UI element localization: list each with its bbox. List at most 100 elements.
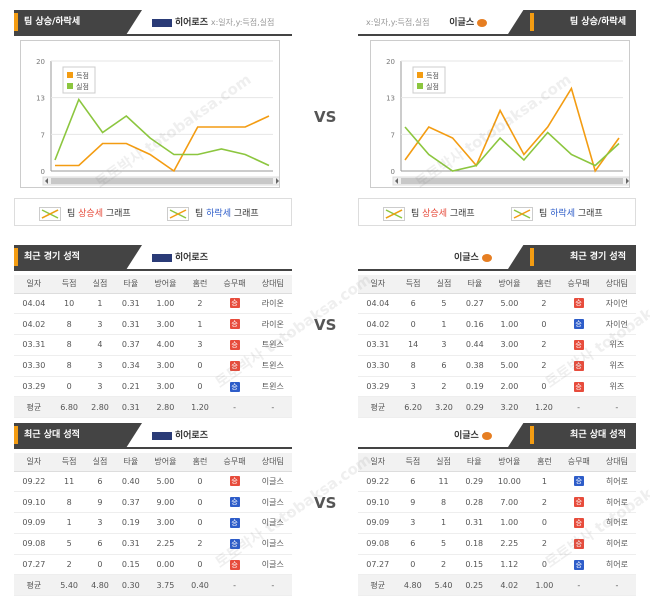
column-header: 홈런 xyxy=(184,453,216,472)
result-cell: 승 xyxy=(559,313,598,336)
table-cell: 04.02 xyxy=(14,313,54,336)
down-graph-icon xyxy=(167,206,189,221)
table-cell: 03.30 xyxy=(358,355,398,377)
team-name: 히어로즈 xyxy=(174,253,208,263)
legend-swatch-decrease xyxy=(67,83,73,89)
table-cell: 트윈스 xyxy=(253,355,292,377)
table-cell: 6 xyxy=(397,471,429,493)
table-cell: 03.31 xyxy=(358,334,398,356)
table-row: 03.30 8 3 0.34 3.00 0 승 트윈스 xyxy=(14,355,292,377)
table-cell: 5.00 xyxy=(490,355,529,377)
table-cell: 09.08 xyxy=(358,533,398,555)
table-cell: 2 xyxy=(528,355,560,377)
table-row: 09.09 1 3 0.19 3.00 0 승 이글스 xyxy=(14,512,292,534)
y-tick-label: 0 xyxy=(391,168,395,176)
result-loss-icon: 승 xyxy=(229,497,240,508)
column-header: 승무패 xyxy=(215,275,254,294)
table-row: 04.02 0 1 0.16 1.00 0 승 자이언 xyxy=(358,313,636,336)
legend-label-increase: 득점 xyxy=(76,72,89,80)
table-cell: 1 xyxy=(428,512,459,534)
avg-cell: 4.80 xyxy=(84,574,116,596)
table-cell: 1.00 xyxy=(146,293,185,315)
avg-cell: 1.20 xyxy=(528,396,560,419)
legend-label-decrease: 실점 xyxy=(426,82,439,91)
table-row: 09.08 5 6 0.31 2.25 2 승 이글스 xyxy=(14,533,292,555)
avg-cell: 1.00 xyxy=(529,574,560,596)
trend-legend-bar: 팀 상승세 그래프 팀 하락세 그래프 xyxy=(14,198,292,226)
column-header: 실점 xyxy=(84,453,116,472)
column-header: 득점 xyxy=(397,275,429,294)
legend-down: 팀 하락세 그래프 xyxy=(167,206,259,221)
table-cell: 2 xyxy=(528,293,560,315)
table-row: 09.22 11 6 0.40 5.00 0 승 이글스 xyxy=(14,471,292,493)
result-loss-icon: 승 xyxy=(573,559,584,570)
result-loss-icon: 승 xyxy=(573,319,584,330)
table-avg-row: 평균 6.20 3.20 0.29 3.20 1.20- - xyxy=(358,396,636,419)
avg-cell: 5.40 xyxy=(53,574,85,596)
result-cell: 승 xyxy=(559,491,598,514)
legend-label-increase: 득점 xyxy=(426,72,439,80)
table-cell: 09.08 xyxy=(14,533,54,555)
scrollbar-thumb[interactable] xyxy=(401,178,623,184)
series-line-decrease xyxy=(404,126,620,172)
table-cell: 8 xyxy=(397,355,429,377)
column-header: 타율 xyxy=(115,453,147,472)
avg-cell: 0.40 xyxy=(184,574,216,596)
table-cell: 1.12 xyxy=(489,554,530,576)
table-cell: 4 xyxy=(84,334,116,356)
h2h-tab: 최근 상대 성적 xyxy=(508,423,636,447)
table-cell: 1.00 xyxy=(490,313,529,336)
trend-chart[interactable]: 20 13 7 0 득점 실점 xyxy=(370,40,632,188)
table-cell: 1 xyxy=(529,471,560,493)
avg-cell: 1.20 xyxy=(184,396,216,419)
table-cell: 1 xyxy=(84,293,116,315)
result-cell: 승 xyxy=(559,355,598,377)
scroll-right-icon[interactable] xyxy=(276,178,279,184)
team-logo-icon xyxy=(152,18,172,27)
table-row: 09.08 6 5 0.18 2.25 2 승 히어로 xyxy=(358,533,636,555)
result-cell: 승 xyxy=(215,533,254,555)
column-header: 실점 xyxy=(84,275,116,294)
column-header: 승무패 xyxy=(559,453,598,472)
result-cell: 승 xyxy=(215,512,254,534)
legend-up: 팀 상승세 그래프 xyxy=(39,206,131,221)
table-cell: 0 xyxy=(528,376,560,398)
column-header: 방어율 xyxy=(490,275,529,294)
table-cell: 라이온 xyxy=(253,313,292,336)
table-cell: 3 xyxy=(84,355,116,377)
legend-down: 팀 하락세 그래프 xyxy=(511,206,603,221)
y-tick-label: 13 xyxy=(386,95,395,103)
avg-cell: 평균 xyxy=(14,396,54,419)
h2h-table: 일자 득점 실점 타율 방어율 홈런 승무패 상대팀 09.22 11 6 0.40 5.00 0 승 이글스… xyxy=(14,453,292,596)
table-row: 04.04 10 1 0.31 1.00 2 승 라이온 xyxy=(14,293,292,315)
team-name: 이글스 xyxy=(454,431,479,441)
table-cell: 2.00 xyxy=(490,376,529,398)
table-cell: 이글스 xyxy=(253,471,292,493)
column-header: 실점 xyxy=(428,453,459,472)
table-cell: 이글스 xyxy=(253,491,292,514)
table-cell: 2.25 xyxy=(146,533,185,555)
tab-underline xyxy=(358,447,636,449)
table-row: 03.31 14 3 0.44 3.00 2 승 위즈 xyxy=(358,334,636,356)
result-win-icon: 승 xyxy=(229,319,240,330)
result-cell: 승 xyxy=(215,471,254,493)
scroll-left-icon[interactable] xyxy=(45,178,48,184)
table-cell: 8 xyxy=(53,355,85,377)
recent-tab: 최근 경기 성적 xyxy=(14,245,142,269)
avg-cell: - xyxy=(597,396,636,419)
scroll-right-icon[interactable] xyxy=(626,178,629,184)
scrollbar-thumb[interactable] xyxy=(51,178,273,184)
scroll-left-icon[interactable] xyxy=(395,178,398,184)
result-cell: 승 xyxy=(559,376,598,398)
trend-chart[interactable]: 20 13 7 0 득점 실점 xyxy=(20,40,282,188)
up-graph-icon xyxy=(39,206,61,221)
trend-tab: 팀 상승/하락세 xyxy=(508,10,636,34)
avg-cell: 3.20 xyxy=(428,396,460,419)
y-tick-label: 7 xyxy=(391,131,395,139)
trend-legend-bar: 팀 상승세 그래프 팀 하락세 그래프 xyxy=(358,198,636,226)
table-cell: 2 xyxy=(428,554,459,576)
table-cell: 8 xyxy=(53,313,85,336)
table-cell: 5.00 xyxy=(146,471,185,493)
table-cell: 이글스 xyxy=(253,512,292,534)
result-cell: 승 xyxy=(559,512,598,534)
